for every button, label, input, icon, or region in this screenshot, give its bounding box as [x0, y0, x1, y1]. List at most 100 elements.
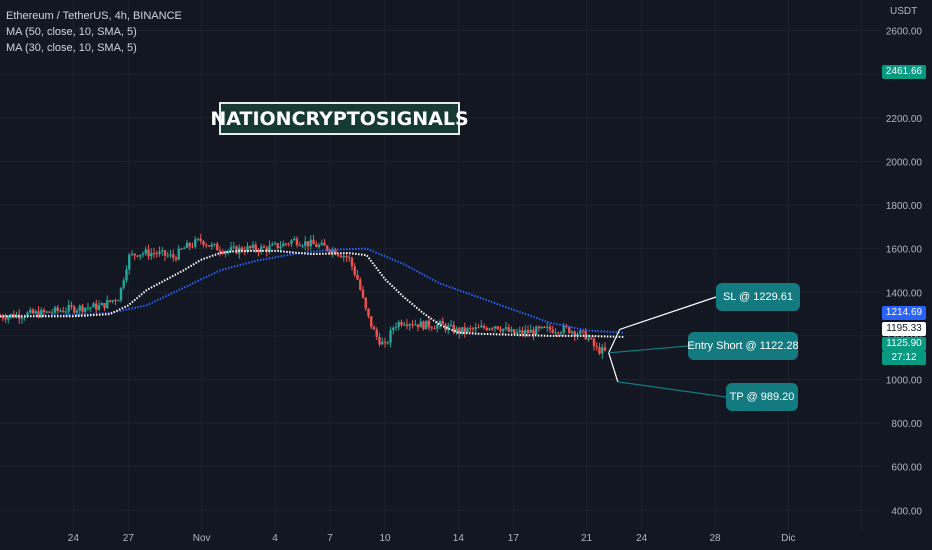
- price-tag-last: 1125.90: [882, 337, 926, 351]
- candle-body: [543, 326, 546, 328]
- candle-body: [284, 243, 288, 245]
- candle-body: [268, 245, 271, 252]
- candle-body: [603, 347, 607, 351]
- candle-body: [598, 346, 601, 354]
- candle-body: [441, 321, 444, 325]
- candle-body: [9, 314, 13, 317]
- candles: [0, 233, 607, 359]
- candle-body: [158, 251, 161, 254]
- candle-body: [205, 244, 208, 246]
- price-tag-ma-fast: 1195.33: [882, 322, 926, 336]
- candle-body: [163, 250, 167, 256]
- candle-body: [174, 257, 178, 260]
- candle-body: [144, 249, 147, 254]
- candle-body: [584, 330, 587, 340]
- candle-body: [290, 240, 293, 244]
- candle-body: [169, 254, 172, 256]
- sl-callout[interactable]: SL @ 1229.61: [716, 283, 800, 311]
- candle-body: [298, 245, 301, 247]
- y-tick-label: 1600.00: [886, 245, 923, 256]
- candle-body: [328, 250, 332, 253]
- trade-arrows: [608, 296, 727, 398]
- candle-body: [515, 332, 519, 334]
- legend-ma-50[interactable]: MA (50, close, 10, SMA, 5): [6, 26, 137, 38]
- y-tick-label: 1000.00: [886, 376, 923, 387]
- candle-body: [147, 249, 150, 257]
- candle-body: [111, 300, 114, 302]
- candle-body: [345, 255, 348, 257]
- candle-body: [493, 326, 497, 329]
- candle-body: [518, 330, 521, 333]
- candle-body: [496, 326, 499, 330]
- candle-body: [411, 324, 414, 326]
- candle-body: [444, 324, 447, 331]
- y-tick-label: 800.00: [891, 419, 922, 430]
- candle-body: [546, 326, 549, 328]
- candle-body: [172, 254, 175, 258]
- candle-body: [235, 246, 238, 254]
- x-tick-label: 17: [508, 533, 520, 544]
- legend-symbol[interactable]: Ethereum / TetherUS, 4h, BINANCE: [6, 10, 182, 22]
- candle-body: [194, 239, 197, 247]
- candle-body: [540, 326, 543, 329]
- candle-body: [339, 255, 343, 258]
- candle-body: [106, 300, 109, 309]
- candle-body: [100, 303, 103, 306]
- candle-body: [477, 327, 480, 329]
- candle-body: [375, 329, 378, 338]
- candle-body: [213, 243, 216, 245]
- candle-body: [482, 325, 486, 328]
- y-tick-label: 1400.00: [886, 288, 923, 299]
- candle-body: [510, 329, 513, 332]
- legend-ma-30[interactable]: MA (30, close, 10, SMA, 5): [6, 42, 137, 54]
- candle-body: [397, 322, 400, 327]
- candle-body: [271, 243, 274, 246]
- candle-body: [188, 242, 191, 247]
- x-tick-label: 14: [453, 533, 465, 544]
- candle-body: [273, 243, 277, 245]
- tp-callout[interactable]: TP @ 989.20: [726, 383, 798, 411]
- y-tick-label: 1800.00: [886, 201, 923, 212]
- candle-body: [254, 244, 257, 251]
- candle-body: [485, 327, 488, 331]
- candle-body: [229, 247, 233, 251]
- candle-body: [62, 310, 65, 313]
- price-tag-high: 2461.66: [882, 65, 926, 79]
- candle-body: [370, 316, 373, 327]
- candle-body: [125, 269, 128, 281]
- candle-body: [392, 327, 395, 331]
- candle-body: [262, 246, 266, 248]
- candle-body: [161, 250, 164, 252]
- candle-body: [502, 328, 505, 332]
- candle-body: [466, 328, 469, 333]
- x-tick-label: 4: [272, 533, 278, 544]
- candle-body: [37, 311, 40, 318]
- candle-body: [73, 306, 76, 313]
- candle-body: [356, 274, 359, 280]
- candle-body: [414, 324, 417, 326]
- candle-body: [535, 326, 538, 335]
- candle-body: [381, 341, 384, 345]
- candle-body: [12, 314, 15, 318]
- candle-body: [78, 305, 81, 311]
- y-tick-label: 400.00: [891, 506, 922, 517]
- candle-body: [570, 331, 574, 333]
- entry-callout[interactable]: Entry Short @ 1122.28: [687, 332, 799, 360]
- candle-body: [488, 328, 491, 331]
- candle-body: [513, 329, 516, 334]
- candle-body: [491, 328, 494, 330]
- y-tick-label: 2000.00: [886, 157, 923, 168]
- price-tag-countdown: 27:12: [882, 351, 926, 365]
- candle-body: [221, 251, 224, 254]
- candle-body: [45, 311, 48, 313]
- candle-body: [587, 337, 590, 340]
- candle-body: [579, 330, 582, 334]
- candle-body: [155, 253, 158, 255]
- candle-body: [177, 248, 180, 260]
- candle-body: [166, 255, 169, 257]
- candle-body: [56, 307, 59, 311]
- candle-body: [309, 239, 312, 247]
- candle-body: [185, 242, 189, 248]
- candle-body: [378, 337, 381, 345]
